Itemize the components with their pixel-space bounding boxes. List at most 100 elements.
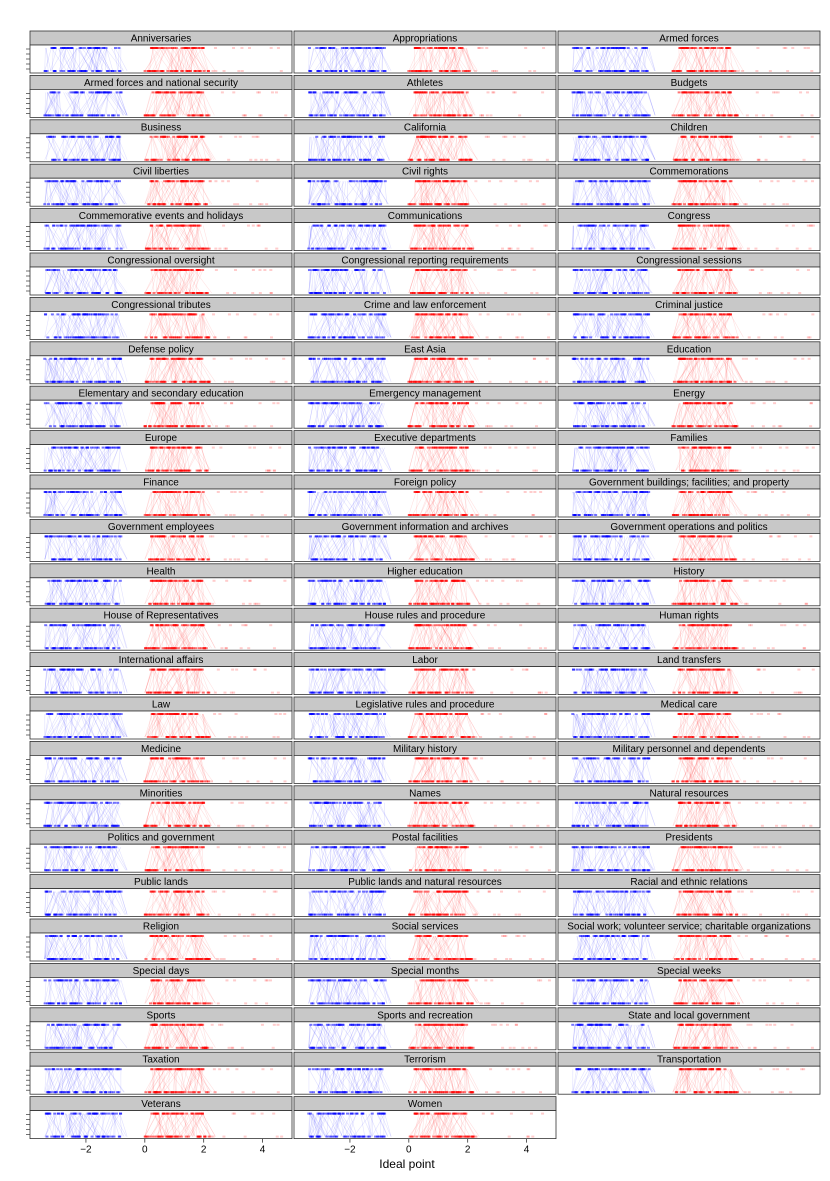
data-point: [630, 136, 633, 138]
data-point: [590, 70, 593, 72]
data-point: [680, 248, 683, 250]
data-point: [349, 114, 352, 116]
data-point: [426, 203, 429, 205]
data-point: [79, 292, 82, 294]
data-point: [352, 159, 355, 161]
data-point: [214, 70, 217, 72]
data-point: [448, 114, 451, 116]
data-point: [181, 136, 184, 138]
data-point: [700, 136, 703, 138]
data-point: [431, 248, 434, 250]
data-point: [166, 70, 169, 72]
data-point: [504, 203, 507, 205]
data-point: [182, 269, 185, 271]
data-point: [688, 180, 691, 182]
data-point: [509, 225, 512, 227]
data-point: [435, 248, 438, 250]
data-point: [690, 136, 693, 138]
data-point: [694, 136, 697, 138]
data-point: [431, 136, 434, 138]
data-point: [252, 269, 255, 271]
data-point: [160, 136, 163, 138]
data-point: [76, 159, 79, 161]
data-point: [507, 248, 510, 250]
data-point: [430, 203, 433, 205]
data-point: [185, 225, 188, 227]
data-point: [692, 225, 695, 227]
data-point: [53, 91, 56, 93]
panel: Armed forces and national security: [26, 75, 292, 117]
data-point: [167, 136, 170, 138]
data-point: [443, 248, 446, 250]
data-point: [376, 248, 379, 250]
data-point: [702, 70, 705, 72]
data-point: [718, 225, 721, 227]
data-point: [576, 47, 579, 49]
data-point: [378, 47, 381, 49]
data-point: [201, 114, 204, 116]
data-point: [76, 91, 79, 93]
data-point: [810, 70, 813, 72]
data-point: [251, 292, 254, 294]
data-point: [722, 159, 725, 161]
data-point: [736, 114, 739, 116]
panel: Communications: [294, 209, 556, 251]
data-point: [152, 91, 155, 93]
data-point: [579, 159, 582, 161]
data-point: [372, 91, 375, 93]
data-point: [99, 203, 102, 205]
data-point: [342, 225, 345, 227]
data-point: [336, 180, 339, 182]
data-point: [243, 114, 246, 116]
data-point: [89, 91, 92, 93]
data-point: [714, 70, 717, 72]
data-point: [807, 47, 810, 49]
data-point: [322, 91, 325, 93]
data-point: [80, 225, 83, 227]
data-point: [308, 47, 311, 49]
data-point: [56, 292, 59, 294]
data-point: [410, 159, 413, 161]
data-point: [590, 91, 593, 93]
data-point: [156, 225, 159, 227]
data-point: [95, 203, 98, 205]
data-point: [454, 203, 457, 205]
data-point: [712, 159, 715, 161]
data-point: [323, 269, 326, 271]
data-point: [249, 203, 252, 205]
data-point: [111, 136, 114, 138]
data-point: [683, 203, 686, 205]
data-point: [785, 225, 788, 227]
data-point: [104, 269, 107, 271]
data-point: [806, 91, 809, 93]
panel-title: Armed forces: [659, 34, 718, 45]
data-point: [699, 47, 702, 49]
data-point: [632, 248, 635, 250]
data-point: [429, 47, 432, 49]
panel-title: Commemorative events and holidays: [79, 211, 244, 222]
data-point: [598, 114, 601, 116]
data-point: [187, 159, 190, 161]
data-point: [323, 136, 326, 138]
data-point: [323, 114, 326, 116]
data-point: [327, 70, 330, 72]
data-point: [524, 47, 527, 49]
data-point: [314, 159, 317, 161]
data-point: [120, 248, 123, 250]
data-point: [370, 203, 373, 205]
data-point: [96, 180, 99, 182]
data-point: [197, 225, 200, 227]
data-point: [447, 180, 450, 182]
data-point: [375, 203, 378, 205]
data-point: [621, 47, 624, 49]
data-point: [70, 248, 73, 250]
x-axis-label: Ideal point: [379, 1157, 435, 1171]
data-point: [734, 248, 737, 250]
data-point: [207, 70, 210, 72]
data-point: [91, 70, 94, 72]
data-point: [258, 269, 261, 271]
data-point: [179, 180, 182, 182]
data-point: [47, 248, 50, 250]
data-point: [275, 248, 278, 250]
